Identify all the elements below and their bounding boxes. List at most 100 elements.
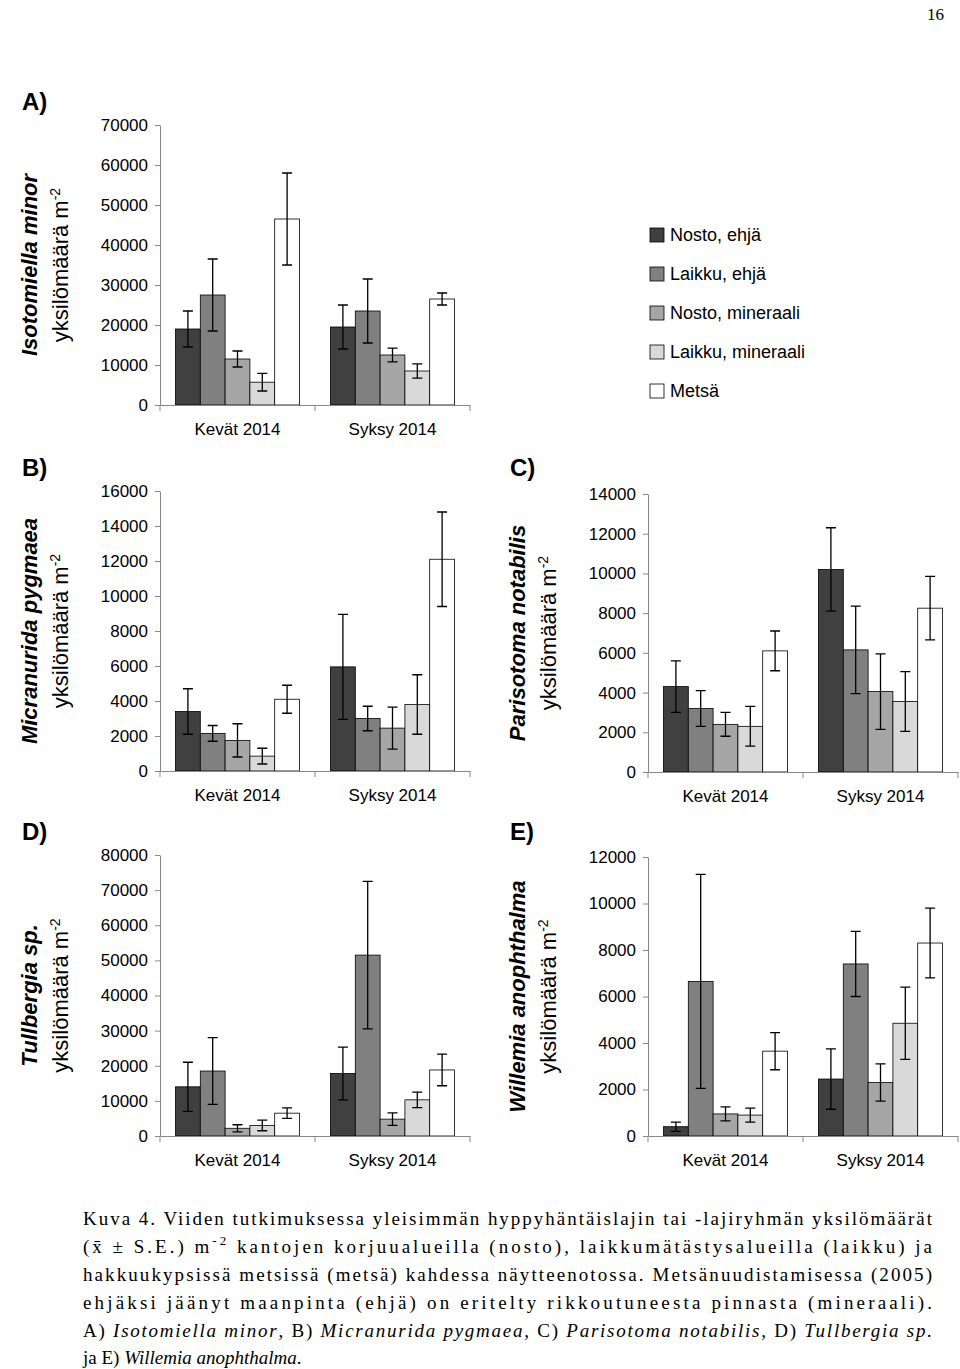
y-tick-mark xyxy=(643,693,648,694)
y-tick-mark xyxy=(643,1043,648,1044)
y-tick: 40000 xyxy=(101,236,160,255)
x-tick-label: Syksy 2014 xyxy=(837,787,925,806)
y-tick-mark xyxy=(643,573,648,574)
x-tick-label: Kevät 2014 xyxy=(682,1151,768,1170)
y-tick: 12000 xyxy=(101,552,160,571)
chart: C)Parisotoma notabilisyksilömäärä m-2020… xyxy=(505,454,959,806)
error-bar xyxy=(721,712,731,736)
y-axis-title: Micranurida pygmaea xyxy=(17,518,42,744)
caption-line: ehjäksi jäänyt maanpinta (ehjä) on erite… xyxy=(83,1292,932,1314)
y-tick-label: 0 xyxy=(139,762,148,781)
y-tick-mark xyxy=(155,666,160,667)
y-tick: 20000 xyxy=(101,1057,160,1076)
category-separator xyxy=(160,771,161,777)
y-tick-label: 12000 xyxy=(589,848,636,867)
y-axis-title-sup: -2 xyxy=(47,554,63,567)
y-tick: 30000 xyxy=(101,1022,160,1041)
error-bar xyxy=(826,528,836,611)
x-tick: Syksy 2014 xyxy=(349,771,437,805)
y-tick-label: 70000 xyxy=(101,881,148,900)
y-tick: 0 xyxy=(139,762,160,781)
category-separator xyxy=(160,405,161,411)
y-axis-title: Isotomiella minor xyxy=(17,172,42,356)
y-tick-mark xyxy=(155,890,160,891)
y-axis-title: yksilömäärä m-2 xyxy=(535,556,561,710)
error-bar xyxy=(770,631,780,671)
y-tick: 14000 xyxy=(101,517,160,536)
legend-label: Laikku, mineraali xyxy=(670,342,805,362)
bar xyxy=(430,299,455,405)
y-tick-mark xyxy=(155,1101,160,1102)
panel-label: A) xyxy=(22,88,47,115)
error-bar xyxy=(696,874,706,1088)
x-tick-label: Kevät 2014 xyxy=(194,420,280,439)
y-axis-line xyxy=(160,492,161,772)
category-separator xyxy=(648,772,649,778)
plot-area xyxy=(664,528,943,772)
x-axis: Kevät 2014Syksy 2014 xyxy=(161,1136,471,1170)
error-bar xyxy=(363,706,373,731)
category-separator xyxy=(470,405,471,411)
y-tick-mark xyxy=(643,1090,648,1091)
legend: Nosto, ehjäLaikku, ehjäNosto, mineraaliL… xyxy=(650,225,805,401)
y-tick-mark xyxy=(643,613,648,614)
legend-swatch xyxy=(650,267,664,281)
error-bar xyxy=(412,1092,422,1107)
plot-area xyxy=(176,881,455,1136)
legend-label: Nosto, mineraali xyxy=(670,303,800,323)
error-bar xyxy=(363,881,373,1029)
x-axis: Kevät 2014Syksy 2014 xyxy=(161,771,471,805)
caption-text: (x̄ ± S.E.) m xyxy=(83,1236,210,1258)
y-tick-mark xyxy=(155,285,160,286)
y-axis-line xyxy=(648,495,649,773)
y-tick-label: 80000 xyxy=(101,846,148,865)
y-tick: 8000 xyxy=(598,604,648,623)
category-separator xyxy=(648,1136,649,1142)
error-bar xyxy=(282,685,292,713)
plot-area xyxy=(176,512,455,771)
legend-swatch xyxy=(650,345,664,359)
y-tick-mark xyxy=(155,855,160,856)
caption-text: Micranurida pygmaea xyxy=(320,1320,523,1341)
error-bar xyxy=(671,1122,681,1131)
error-bar xyxy=(437,293,447,305)
caption-text: , C) xyxy=(524,1320,564,1342)
error-bar xyxy=(770,1033,780,1070)
error-bar xyxy=(338,1047,348,1100)
x-tick-label: Syksy 2014 xyxy=(349,420,437,439)
x-tick-label: Syksy 2014 xyxy=(349,1151,437,1170)
y-axis: 0100002000030000400005000060000700008000… xyxy=(101,846,161,1146)
caption-line: (x̄ ± S.E.) m-2 kantojen korjuualueilla … xyxy=(83,1233,933,1258)
x-axis: Kevät 2014 Syksy 2014 xyxy=(649,772,959,806)
y-tick-label: 6000 xyxy=(110,657,148,676)
y-tick-mark xyxy=(155,526,160,527)
y-tick-label: 10000 xyxy=(589,564,636,583)
legend-swatch xyxy=(650,384,664,398)
y-tick: 70000 xyxy=(101,116,160,135)
y-tick-mark xyxy=(155,245,160,246)
plot-area xyxy=(664,874,943,1136)
y-axis-title-sup: -2 xyxy=(535,919,551,932)
y-tick: 12000 xyxy=(589,848,648,867)
y-tick-label: 2000 xyxy=(110,727,148,746)
caption-line: A) Isotomiella minor, B) Micranurida pyg… xyxy=(83,1320,932,1342)
error-bar xyxy=(745,1108,755,1122)
category-separator xyxy=(470,771,471,777)
category-separator xyxy=(160,1136,161,1142)
x-tick: Kevät 2014 xyxy=(682,1136,768,1170)
y-axis: 0200040006000800010000120001400016000 xyxy=(101,482,161,781)
category-separator xyxy=(958,1136,959,1142)
y-tick-label: 8000 xyxy=(598,604,636,623)
caption-text: Isotomiella minor xyxy=(112,1320,277,1341)
x-tick: Syksy 2014 xyxy=(837,1136,925,1170)
y-tick: 12000 xyxy=(589,525,648,544)
y-tick: 4000 xyxy=(110,692,160,711)
y-tick-mark xyxy=(643,857,648,858)
error-bar xyxy=(388,1113,398,1126)
panel-label: E) xyxy=(510,818,534,845)
y-axis-title: yksilömäärä m-2 xyxy=(47,918,73,1072)
x-tick-label: Kevät 2014 xyxy=(682,787,768,806)
x-tick-label: Syksy 2014 xyxy=(349,786,437,805)
y-axis-title-unit: yksilömäärä m xyxy=(48,931,73,1073)
chart: E)Willemia anophthalmayksilömäärä m-2020… xyxy=(505,818,959,1170)
